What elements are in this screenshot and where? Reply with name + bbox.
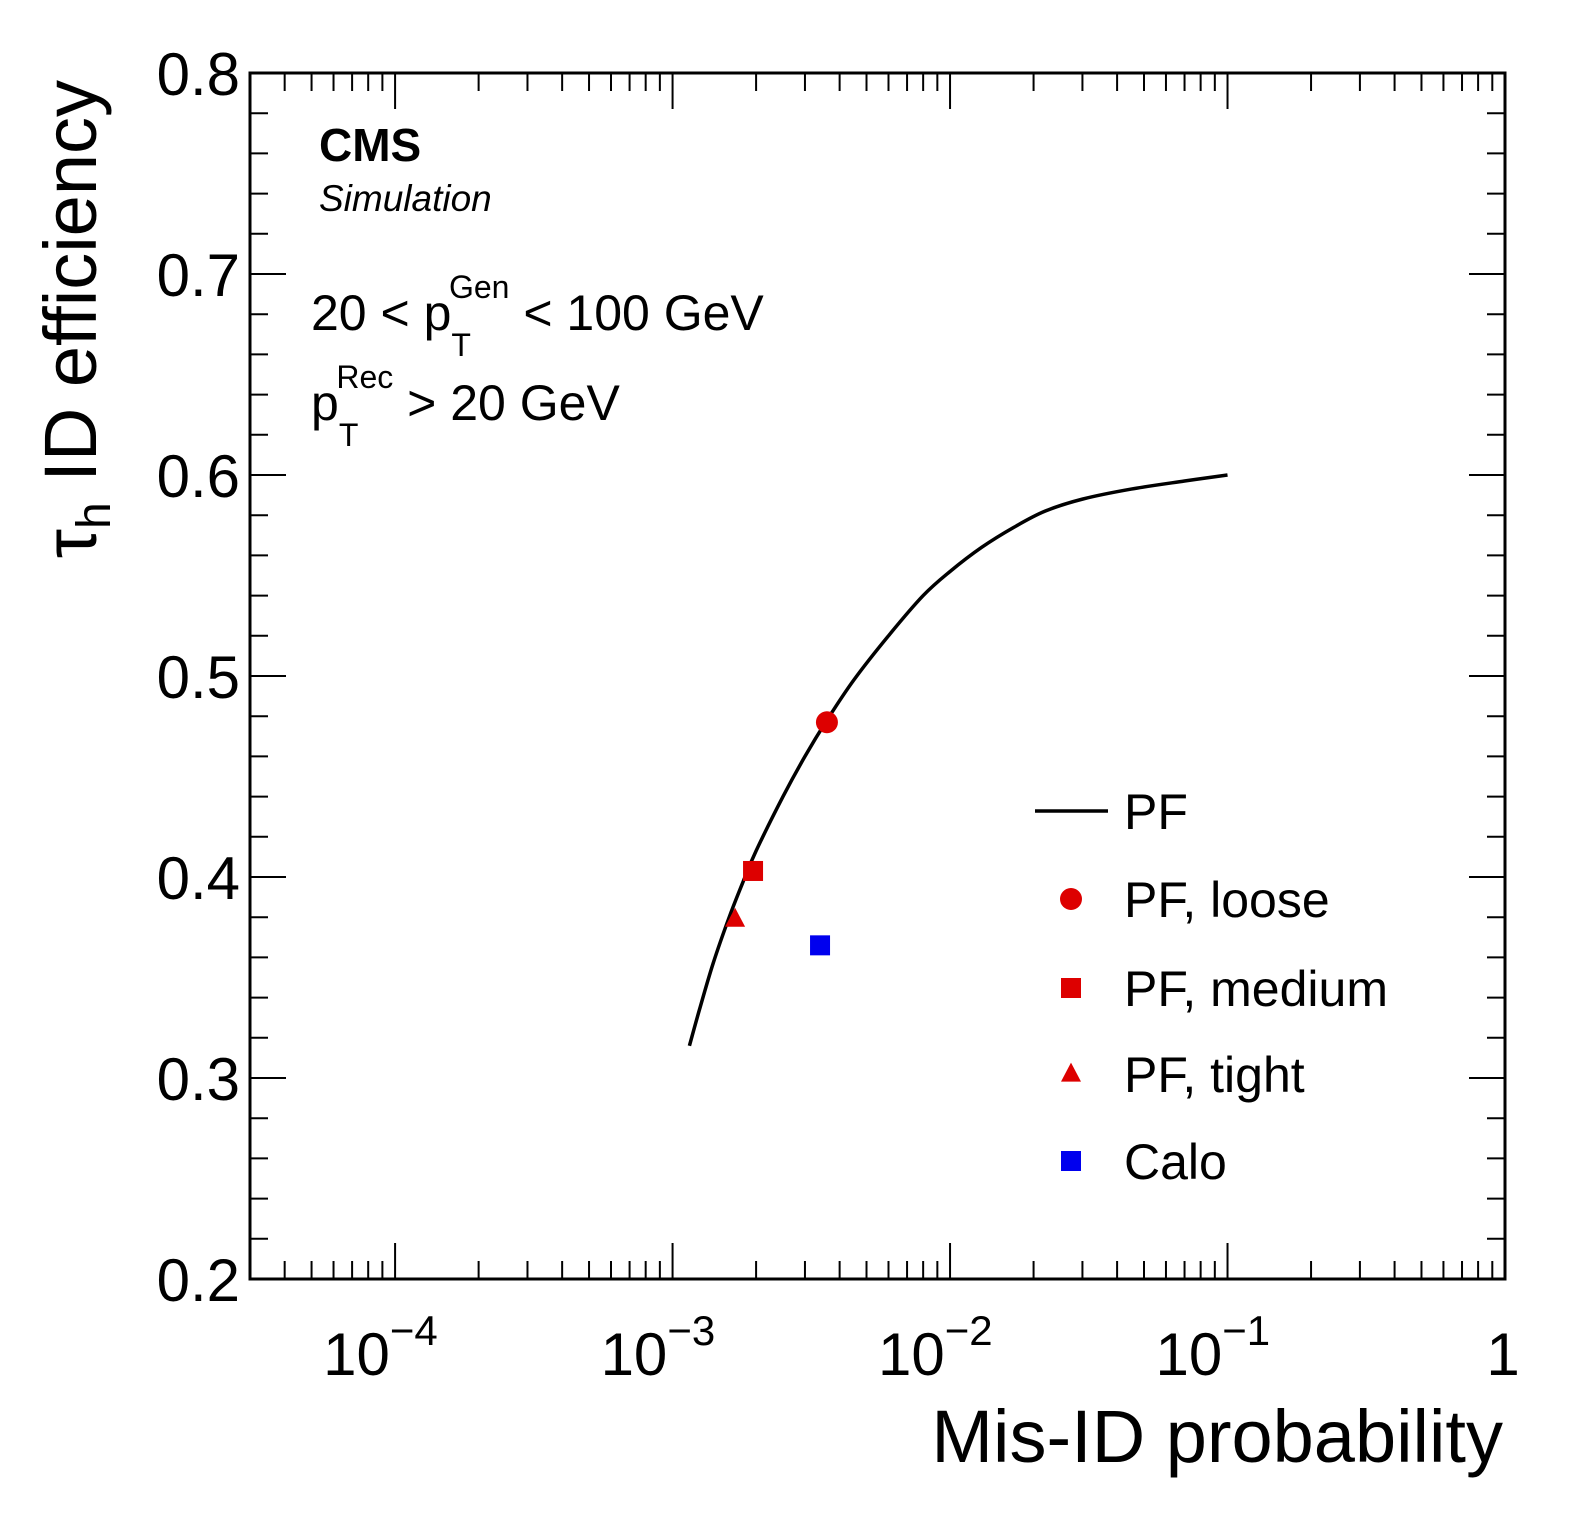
x-tick-label: 10−1 (1156, 1307, 1271, 1388)
point-pf-loose (815, 711, 838, 734)
x-tick-label: 10−2 (878, 1307, 993, 1388)
legend-label-pf-tight: PF, tight (1124, 1047, 1305, 1103)
point-calo (810, 935, 831, 956)
cut-label-rec: pT Rec > 20 GeV (311, 359, 620, 453)
series-line-pf (687, 473, 1228, 1047)
legend-label-pf-loose: PF, loose (1124, 872, 1330, 928)
cut-rec-sub: T (339, 417, 359, 453)
y-tick-label: 0.8 (157, 41, 240, 108)
legend-label-calo: Calo (1124, 1134, 1227, 1190)
series-points (725, 711, 838, 956)
x-tick-base: 10 (1156, 1321, 1223, 1388)
cut-gen-sup: Gen (449, 269, 509, 305)
x-tick-base: 10 (601, 1321, 668, 1388)
legend-label-pf-medium: PF, medium (1124, 961, 1388, 1017)
x-tick-labels: 10−4 10−3 10−2 10−1 1 (323, 1307, 1520, 1388)
x-tick-exponent: −3 (667, 1307, 715, 1354)
cut-rec-sup: Rec (336, 359, 393, 395)
x-axis-title: Mis-ID probability (931, 1395, 1503, 1478)
x-tick-base: 10 (878, 1321, 945, 1388)
y-axis-title-rest: ID efficiency (29, 80, 112, 502)
legend-swatch-calo (1061, 1151, 1081, 1171)
y-axis-title-sub: h (68, 502, 121, 529)
y-tick-label: 0.3 (157, 1046, 240, 1113)
y-tick-label: 0.2 (157, 1247, 240, 1314)
y-axis-title-tau: τ (29, 529, 112, 558)
legend-label-pf: PF (1124, 784, 1188, 840)
legend-swatch-pf-medium (1061, 978, 1081, 998)
cut-gen-sub: T (451, 327, 471, 363)
legend-swatch-pf-tight (1061, 1062, 1081, 1082)
cut-rec-post: > 20 GeV (393, 375, 620, 431)
y-tick-labels: 0.2 0.3 0.4 0.5 0.6 0.7 0.8 (157, 41, 240, 1314)
legend: PF PF, loose PF, medium PF, tight Calo (1035, 784, 1388, 1190)
plot-frame (248, 71, 1507, 1281)
point-pf-tight (725, 907, 746, 927)
y-tick-label: 0.7 (157, 242, 240, 309)
x-tick-exponent: −2 (945, 1307, 993, 1354)
axis-ticks (249, 72, 1506, 1280)
cut-gen-pre: 20 < p (311, 285, 451, 341)
y-tick-label: 0.4 (157, 845, 240, 912)
x-tick-base: 10 (323, 1321, 390, 1388)
series-lines (687, 473, 1228, 1047)
status-label: Simulation (319, 178, 492, 219)
cut-rec-pre: p (311, 375, 339, 431)
point-pf-medium (743, 860, 764, 881)
cut-gen-post: < 100 GeV (509, 285, 764, 341)
y-tick-label: 0.6 (157, 443, 240, 510)
x-tick-exponent: −4 (390, 1307, 438, 1354)
y-tick-label: 0.5 (157, 644, 240, 711)
experiment-label: CMS (319, 119, 421, 171)
x-tick-label: 1 (1486, 1321, 1519, 1388)
cut-label-gen: 20 < pT Gen < 100 GeV (311, 269, 764, 363)
x-tick-exponent: −1 (1222, 1307, 1270, 1354)
x-tick-label: 10−4 (323, 1307, 438, 1388)
x-tick-label: 10−3 (601, 1307, 716, 1388)
y-axis-title: τh ID efficiency (29, 80, 121, 558)
legend-swatch-pf-loose (1060, 888, 1082, 910)
